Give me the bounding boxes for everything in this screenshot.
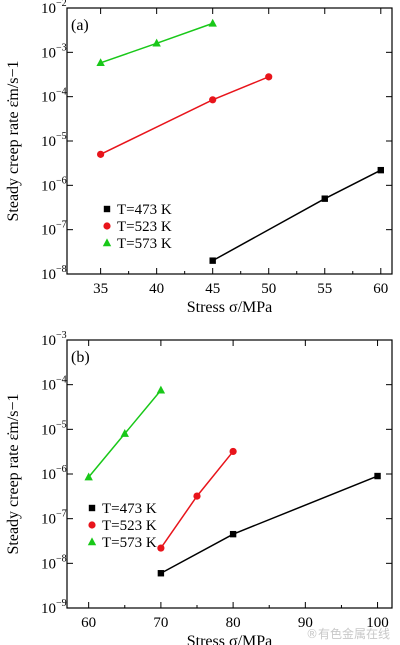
data-point [229,447,237,456]
legend-label: T=573 K [117,236,172,252]
panel-a: 35 40 45 50 55 60 10−8 10−7 10−6 10−5 10−4 10−3 10−2… [5,0,393,316]
x-tick-label: 40 [149,281,164,297]
data-point [321,195,328,202]
y-tick-label: 10−8 [41,553,67,572]
data-point [156,385,166,394]
y-tick-label: 10−7 [41,220,67,239]
data-point [209,96,217,104]
watermark-text: ®有色金属在线 [306,626,390,641]
y-axis-title: Steady creep rate ε̇m/s−1 [5,393,22,554]
x-tick-label: 35 [93,281,108,297]
x-tick-label: 100 [366,615,389,631]
x-tick-label: 70 [153,615,168,631]
x-tick-label: 60 [373,281,388,297]
x-tick-label: 60 [81,615,96,631]
x-tick-label: 80 [226,615,241,631]
legend-marker [88,521,96,529]
y-tick-label: 10−8 [41,264,67,283]
legend-marker [103,222,111,230]
x-tick-label: 45 [205,281,220,297]
legend-label: T=523 K [102,518,157,534]
y-tick-label: 10−6 [41,464,67,483]
data-point [374,472,381,480]
series-line [160,450,234,549]
plot-frame [66,339,393,609]
x-axis-title: Stress σ/MPa [187,633,273,645]
data-point [84,472,93,481]
data-point [152,38,161,47]
data-point [209,257,216,264]
panel-label: (b) [71,349,90,366]
plot-frame [66,7,393,275]
y-tick-label: 10−7 [41,509,67,528]
data-point [377,166,384,174]
data-point [120,429,129,437]
y-tick-label: 10−2 [41,0,67,17]
data-point [193,492,201,500]
legend-marker [87,537,97,546]
y-tick-label: 10−5 [41,131,67,150]
x-tick-label: 55 [317,281,332,297]
y-tick-label: 10−4 [41,87,67,106]
legend-marker [88,504,96,512]
y-tick-label: 10−6 [41,175,67,194]
legend-marker [102,238,112,247]
panel-b: 60 70 80 90 100 10−9 10−8 10−7 10−6 10−5 10−4 10−3 S… [5,330,393,645]
legend-label: T=473 K [117,202,172,218]
legend-label: T=573 K [102,535,157,551]
legend-marker [103,205,111,213]
series-line [160,475,378,574]
series-line [100,76,270,156]
data-point [265,73,273,81]
data-point [157,570,165,577]
data-point [157,544,165,552]
y-tick-label: 10−5 [41,419,67,438]
data-point [229,530,237,538]
x-axis-title: Stress σ/MPa [187,299,273,316]
legend-label: T=523 K [117,219,172,235]
data-point [208,18,217,27]
legend-label: T=473 K [102,501,157,517]
y-tick-label: 10−3 [41,330,67,349]
x-tick-label: 90 [298,615,313,631]
series-line [212,169,382,262]
y-tick-label: 10−9 [41,598,67,617]
y-tick-label: 10−4 [41,375,67,394]
y-axis-title: Steady creep rate ε̇m/s−1 [5,60,22,221]
x-tick-label: 50 [261,281,276,297]
y-tick-label: 10−3 [41,42,67,61]
panel-label: (a) [71,17,89,34]
data-point [96,58,105,67]
data-point [97,150,105,158]
